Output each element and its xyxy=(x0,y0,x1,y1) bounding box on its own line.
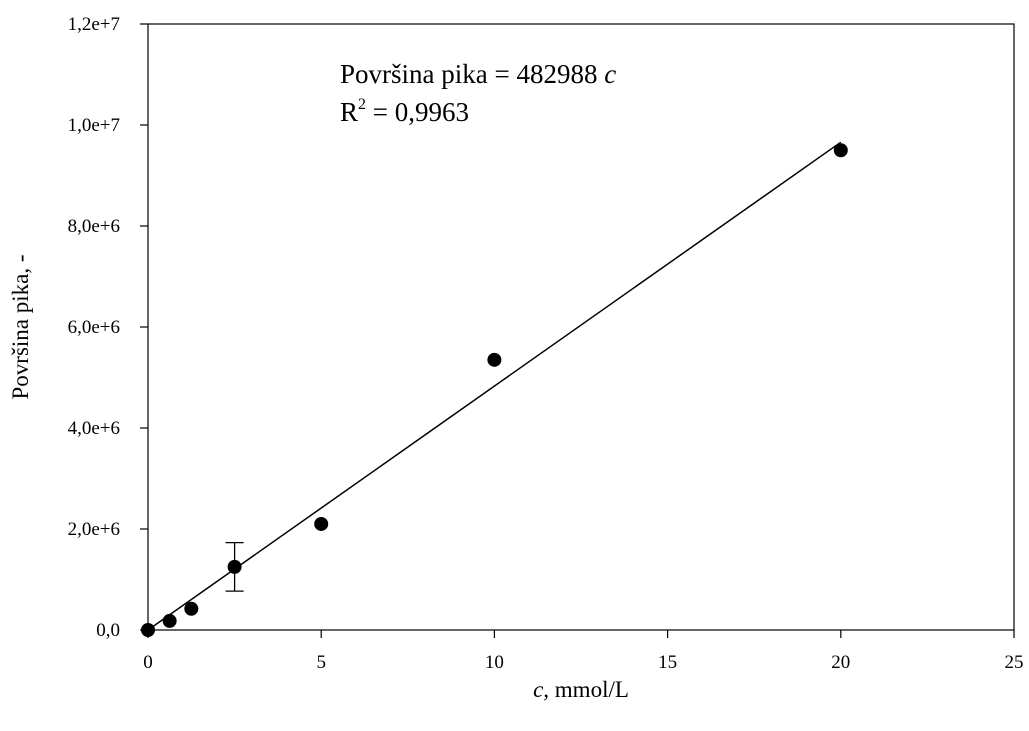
data-point xyxy=(141,623,155,637)
data-points xyxy=(141,143,848,637)
y-axis-ticks: 0,0 2,0e+6 4,0e+6 6,0e+6 8,0e+6 1,0e+7 1,2e+7 xyxy=(68,14,148,641)
x-tick-label: 20 xyxy=(831,652,850,673)
fit-line xyxy=(147,141,842,631)
x-tick-label: 0 xyxy=(143,652,153,673)
equation-annotation: Površina pika = 482988 c xyxy=(340,59,616,89)
data-point xyxy=(314,516,329,531)
data-point xyxy=(227,559,242,574)
x-tick-label: 15 xyxy=(658,652,677,673)
x-tick-label: 25 xyxy=(1005,652,1024,673)
x-axis-title: c, mmol/L xyxy=(533,677,629,702)
data-point xyxy=(487,352,502,367)
x-tick-label: 5 xyxy=(316,652,326,673)
y-tick-label: 4,0e+6 xyxy=(68,418,120,439)
y-tick-label: 8,0e+6 xyxy=(68,216,120,237)
y-axis-title: Površina pika, - xyxy=(8,254,33,399)
x-tick-label: 10 xyxy=(485,652,504,673)
fit-line-group xyxy=(147,141,842,631)
y-tick-label: 1,2e+7 xyxy=(68,14,120,35)
y-tick-label: 0,0 xyxy=(96,620,120,641)
y-tick-label: 1,0e+7 xyxy=(68,115,120,136)
y-tick-label: 6,0e+6 xyxy=(68,317,120,338)
y-tick-label: 2,0e+6 xyxy=(68,519,120,540)
data-point xyxy=(162,613,177,628)
r-squared-annotation: R2 = 0,9963 xyxy=(340,96,469,127)
x-axis-ticks: 0 5 10 15 20 25 xyxy=(143,630,1024,673)
data-point xyxy=(184,601,199,616)
data-point xyxy=(833,143,848,158)
